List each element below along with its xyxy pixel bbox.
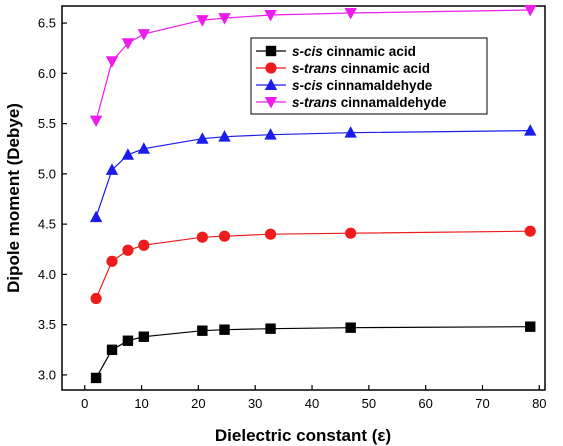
y-tick-label: 3.5 bbox=[38, 317, 56, 332]
series-3-line bbox=[95, 130, 531, 218]
series-2-point bbox=[196, 231, 208, 243]
series-1-point bbox=[138, 331, 150, 342]
x-tick-label: 30 bbox=[248, 396, 262, 411]
y-tick-label: 6.0 bbox=[38, 66, 56, 81]
x-axis-title: Dielectric constant (ε) bbox=[215, 426, 391, 445]
legend-marker-4 bbox=[264, 97, 278, 109]
series-2-point bbox=[524, 225, 536, 237]
x-tick-label: 40 bbox=[305, 396, 319, 411]
x-tick-label: 10 bbox=[134, 396, 148, 411]
series-1-point bbox=[90, 372, 102, 384]
series-2-point bbox=[122, 244, 134, 256]
series-layer bbox=[89, 5, 537, 384]
series-1-point bbox=[197, 325, 208, 336]
series-2-point bbox=[90, 292, 102, 305]
y-tick-label: 5.0 bbox=[38, 166, 56, 181]
series-4-point bbox=[121, 38, 135, 50]
series-2 bbox=[90, 225, 536, 305]
series-2-point bbox=[138, 239, 150, 251]
series-1-line bbox=[95, 326, 531, 379]
series-3-point bbox=[121, 148, 135, 160]
x-tick-label: 0 bbox=[81, 396, 88, 411]
series-3-point bbox=[524, 124, 537, 136]
y-axis-title: Dipole moment (Debye) bbox=[4, 103, 23, 293]
series-4-point bbox=[344, 8, 357, 20]
series-4-point bbox=[218, 13, 231, 25]
legend-label-3: s-cis cinnamaldehyde bbox=[292, 78, 433, 93]
x-tick-label: 80 bbox=[532, 396, 546, 411]
series-3 bbox=[89, 124, 537, 223]
series-1-point bbox=[345, 322, 356, 333]
series-4-point bbox=[524, 5, 537, 17]
legend-marker-2 bbox=[265, 62, 277, 74]
series-4-point bbox=[137, 29, 151, 41]
series-3-point bbox=[344, 126, 357, 138]
series-2-point bbox=[264, 228, 277, 240]
series-3-point bbox=[89, 210, 103, 223]
series-3-point bbox=[137, 142, 151, 154]
x-tick-label: 50 bbox=[362, 396, 376, 411]
series-3-point bbox=[196, 132, 209, 144]
series-4-point bbox=[105, 56, 119, 68]
series-3-point bbox=[105, 163, 119, 175]
series-1-point bbox=[219, 324, 230, 335]
series-2-line bbox=[95, 230, 531, 299]
series-4 bbox=[89, 5, 537, 128]
x-tick-label: 60 bbox=[418, 396, 432, 411]
series-1-point bbox=[265, 323, 276, 334]
series-4-point bbox=[196, 15, 209, 27]
y-tick-label: 5.5 bbox=[38, 116, 56, 131]
series-2-point bbox=[218, 230, 231, 242]
x-tick-label: 20 bbox=[191, 396, 205, 411]
legend-label-1: s-cis cinnamic acid bbox=[292, 44, 416, 59]
plot-frame bbox=[61, 5, 546, 391]
series-1-point bbox=[525, 321, 536, 332]
series-4-point bbox=[264, 10, 277, 22]
y-tick-label: 3.0 bbox=[38, 367, 56, 382]
legend-box bbox=[250, 37, 488, 115]
legend-marker-3 bbox=[264, 78, 278, 90]
y-tick-label: 4.0 bbox=[38, 267, 56, 282]
series-1-point bbox=[122, 335, 134, 346]
series-1 bbox=[90, 321, 536, 384]
legend-marker-1 bbox=[265, 45, 277, 57]
y-tick-label: 6.5 bbox=[38, 16, 56, 31]
x-tick-label: 70 bbox=[475, 396, 489, 411]
series-2-point bbox=[106, 255, 118, 267]
legend-label-2: s-trans cinnamic acid bbox=[292, 61, 430, 76]
series-3-point bbox=[264, 128, 277, 140]
legend: s-cis cinnamic acid s-trans cinnamic acid… bbox=[250, 37, 488, 115]
axis-ticks: 0 10 20 30 40 50 60 70 80 3.0 3.5 4.0 4.5 5.0 5.5 6.0 6.… bbox=[38, 16, 547, 411]
series-1-point bbox=[106, 344, 118, 355]
series-3-point bbox=[218, 130, 231, 142]
y-tick-label: 4.5 bbox=[38, 217, 56, 232]
legend-label-4: s-trans cinnamaldehyde bbox=[292, 95, 447, 110]
series-4-point bbox=[89, 115, 103, 128]
series-2-point bbox=[345, 227, 357, 239]
